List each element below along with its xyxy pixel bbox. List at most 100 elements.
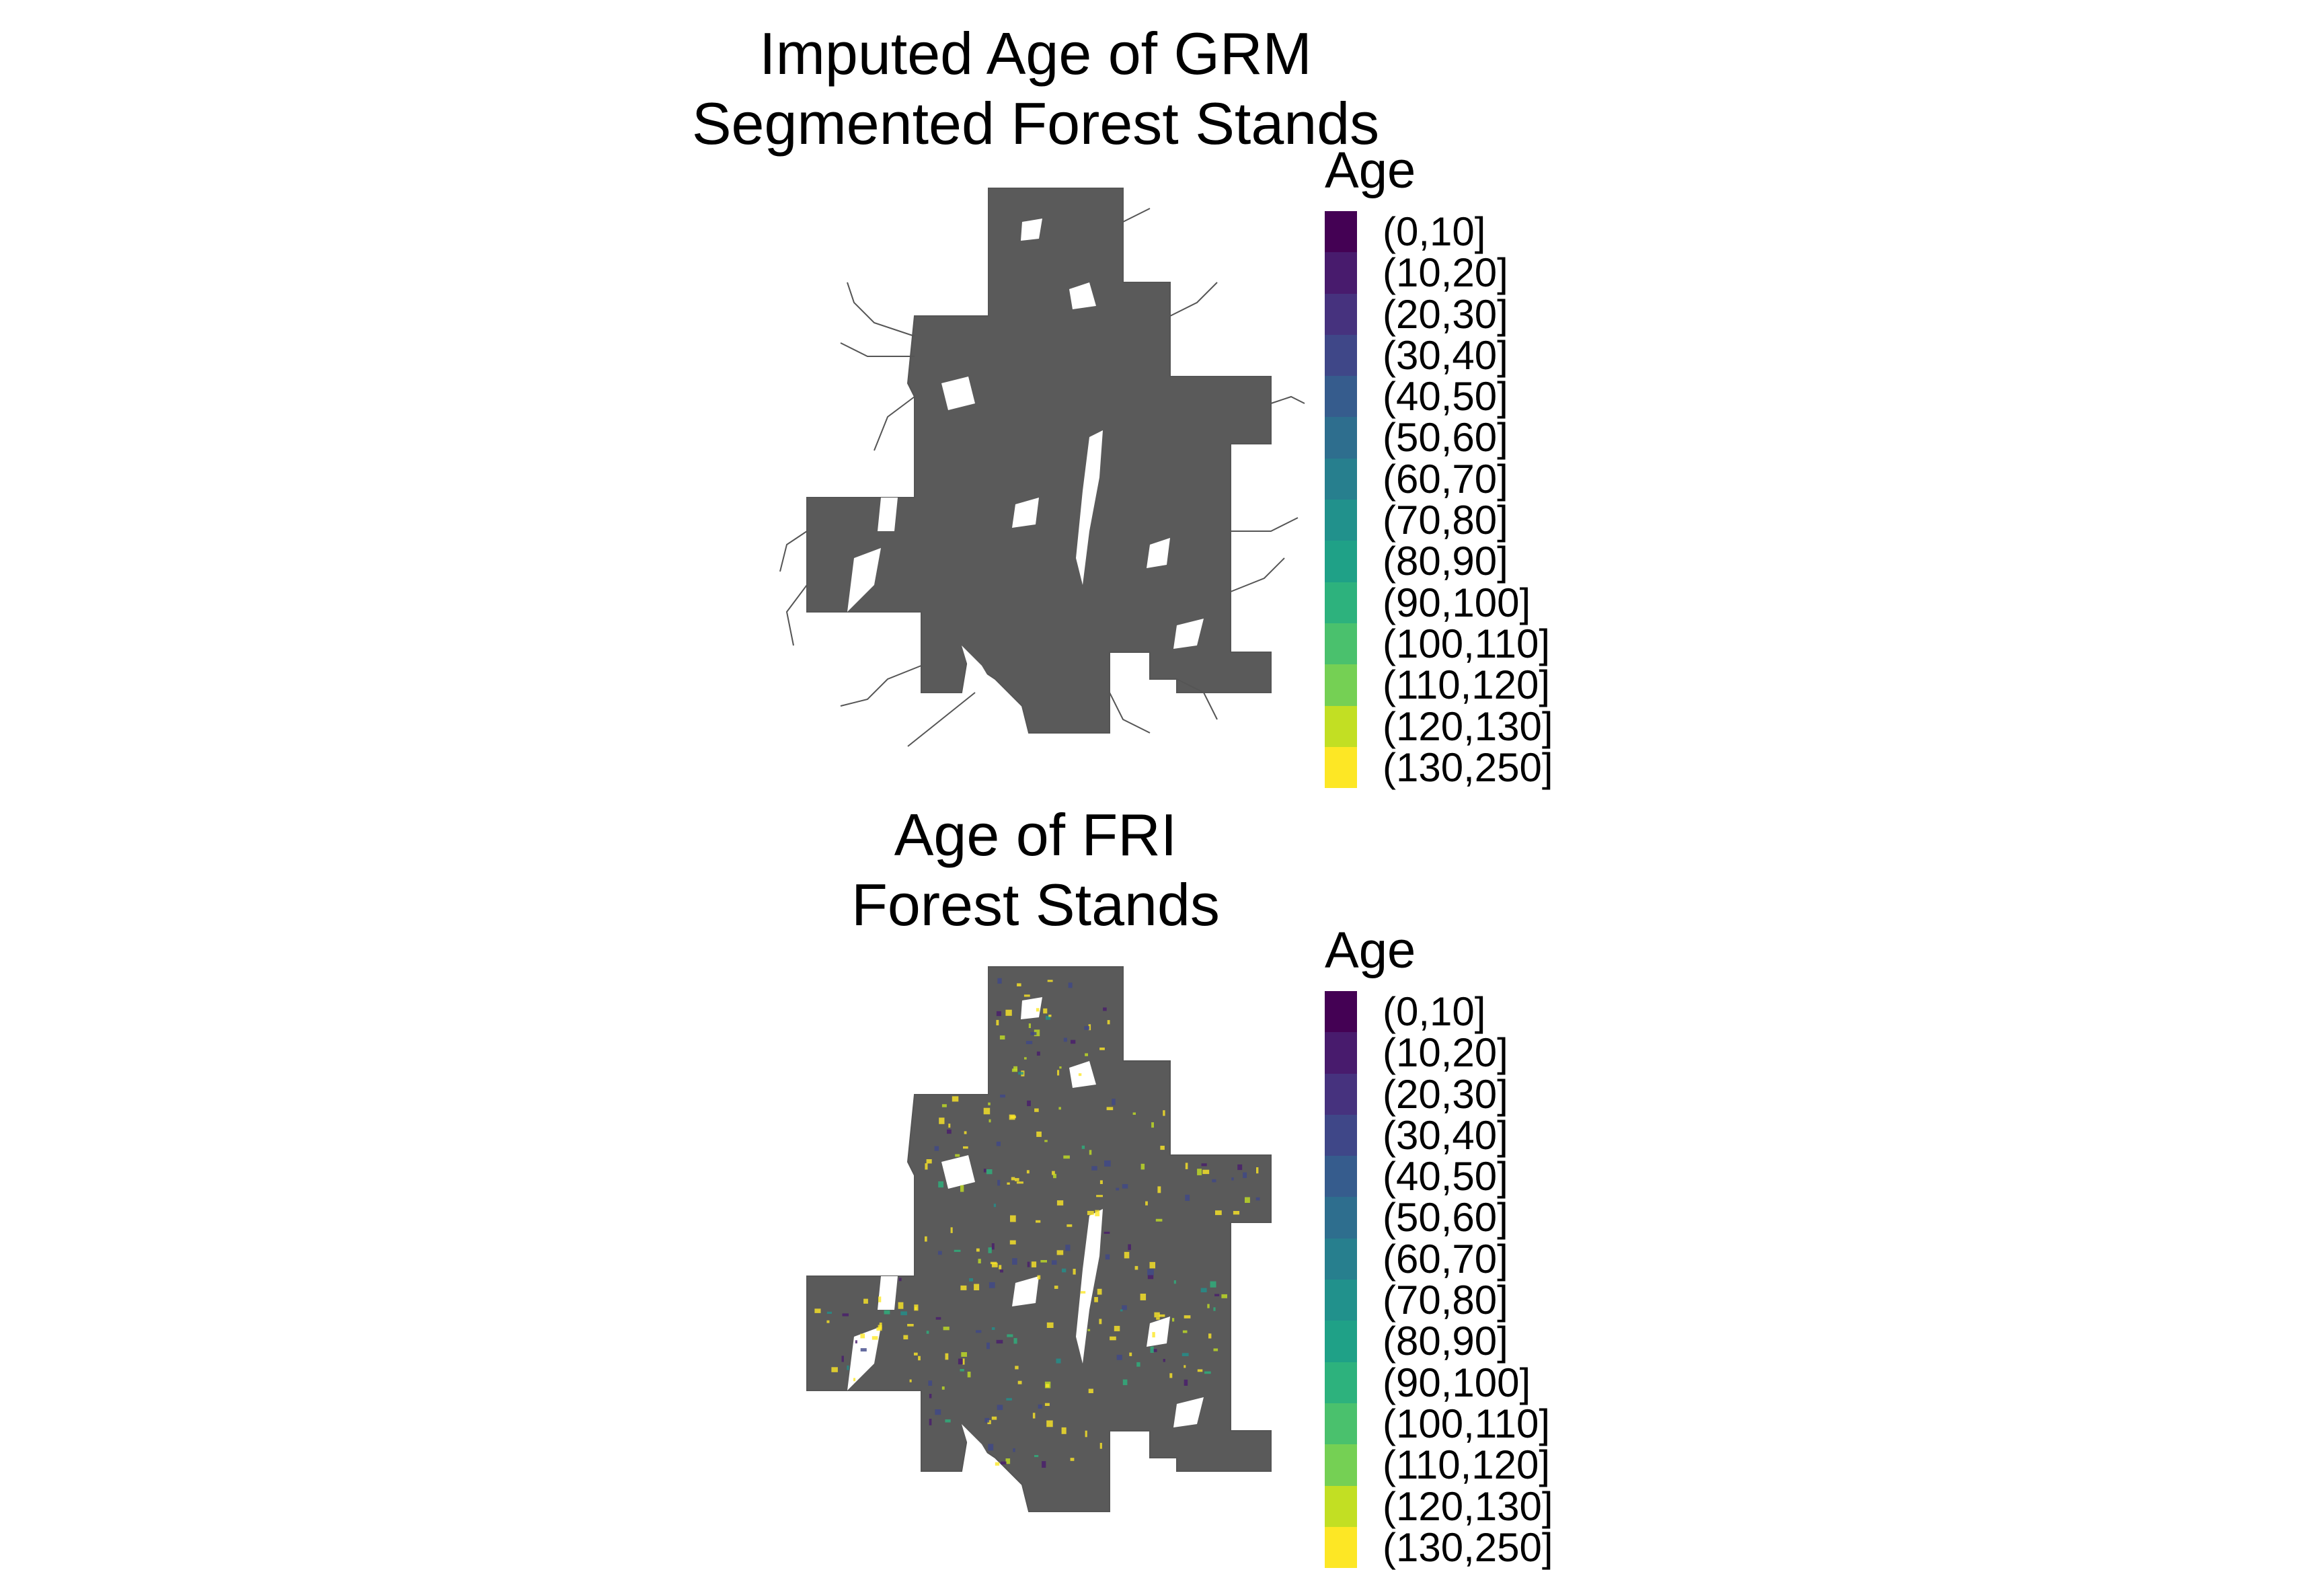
stand-patch xyxy=(1184,1315,1191,1319)
stand-patch xyxy=(991,1416,997,1420)
stand-patch xyxy=(964,1131,967,1134)
legend-swatch xyxy=(1325,376,1357,418)
legend-items: (0,10] (10,20] (20,30] (30,40] (40,50] (… xyxy=(1325,991,1553,1569)
stand-patch xyxy=(978,1259,981,1263)
legend-item: (120,130] xyxy=(1325,1485,1553,1527)
stand-patch xyxy=(1099,1442,1102,1449)
legend-item: (40,50] xyxy=(1325,376,1508,418)
stand-patch xyxy=(1087,1210,1094,1216)
stand-patch xyxy=(997,1179,1001,1186)
stand-patch xyxy=(1087,1329,1091,1331)
stand-patch xyxy=(1032,1413,1036,1419)
stand-patch xyxy=(907,1324,914,1327)
road-network-lines xyxy=(779,208,1305,747)
legend-label: (80,90] xyxy=(1383,1319,1508,1364)
stand-patch xyxy=(976,1248,980,1252)
legend-label: (100,110] xyxy=(1383,1401,1551,1446)
stand-patch xyxy=(1053,1173,1056,1179)
stand-patch xyxy=(1172,1318,1175,1322)
stand-patch xyxy=(988,1102,991,1105)
stand-patch xyxy=(1231,1177,1234,1181)
stand-patch xyxy=(1147,1275,1154,1280)
stand-patch xyxy=(935,1317,941,1320)
legend-swatch xyxy=(1325,1156,1357,1198)
legend-item: (100,110] xyxy=(1325,1403,1550,1445)
stand-patch xyxy=(934,1146,939,1151)
legend-item: (70,80] xyxy=(1325,500,1508,541)
stand-patch xyxy=(1185,1194,1190,1201)
stand-patch xyxy=(1157,1186,1161,1193)
stand-patch xyxy=(1034,1029,1040,1037)
stand-patch xyxy=(878,1325,882,1329)
stand-patch xyxy=(1255,1197,1260,1201)
stand-patch xyxy=(1129,1352,1132,1356)
stand-patch xyxy=(1120,1309,1123,1312)
legend-label: (50,60] xyxy=(1383,415,1508,461)
stand-patch xyxy=(1047,980,1053,982)
stand-patch xyxy=(1149,1261,1155,1269)
stand-patch xyxy=(952,1096,959,1102)
stand-patch xyxy=(960,1185,964,1192)
stand-patch xyxy=(1099,1048,1105,1050)
stand-patch xyxy=(1122,1379,1128,1386)
stand-patch xyxy=(943,1327,950,1331)
map-title-fri: Age of FRI Forest Stands xyxy=(578,800,1493,940)
stand-patch xyxy=(1099,1180,1103,1184)
legend-swatch xyxy=(1325,1362,1357,1403)
stand-patch xyxy=(1122,1184,1128,1189)
stand-patch xyxy=(925,1163,928,1170)
legend-label: (130,250] xyxy=(1383,1524,1553,1570)
legend-label: (60,70] xyxy=(1383,456,1508,502)
stand-patch xyxy=(1051,1260,1057,1265)
stand-patch xyxy=(1040,1260,1047,1263)
legend-title: Age xyxy=(1325,922,1416,979)
stand-patch xyxy=(988,1444,994,1451)
stand-patch xyxy=(1184,1365,1186,1368)
stand-patch xyxy=(1056,1200,1064,1206)
legend-item: (70,80] xyxy=(1325,1280,1508,1321)
stand-patch xyxy=(960,1369,964,1372)
stand-patch xyxy=(983,1107,991,1115)
stand-patch xyxy=(996,1019,999,1025)
legend-grm: Age (0,10] (10,20] (20,30] (30,40] (40,5… xyxy=(1325,143,1553,789)
stand-patch xyxy=(1001,1461,1007,1464)
stand-patch xyxy=(1202,1169,1210,1175)
stand-patch xyxy=(955,1154,960,1157)
stand-patch xyxy=(941,1386,945,1390)
stand-patch xyxy=(1182,1330,1188,1333)
stand-patch xyxy=(1214,1294,1220,1296)
stand-patch xyxy=(1015,1366,1019,1370)
stand-patch xyxy=(1013,1066,1017,1071)
stand-patch xyxy=(991,1327,995,1330)
stand-patch xyxy=(1080,1291,1086,1294)
legend-item: (40,50] xyxy=(1325,1156,1508,1198)
stand-patch xyxy=(1207,1304,1210,1308)
stand-patch xyxy=(1200,1288,1207,1292)
legend-item: (110,120] xyxy=(1325,1444,1550,1486)
stand-patch xyxy=(926,1159,932,1164)
legend-swatch xyxy=(1325,458,1357,500)
legend-item: (90,100] xyxy=(1325,1362,1531,1403)
stand-patch xyxy=(1150,1346,1154,1353)
legend-item: (80,90] xyxy=(1325,1321,1508,1362)
stand-patch xyxy=(999,1035,1005,1039)
legend-swatch xyxy=(1325,623,1357,665)
stand-patch xyxy=(1124,1251,1130,1259)
stand-patch xyxy=(1173,1280,1176,1284)
legend-label: (0,10] xyxy=(1383,989,1486,1034)
stand-patch xyxy=(1062,1268,1067,1273)
legend-swatch xyxy=(1325,664,1357,706)
map-title-line-2: Segmented Forest Stands xyxy=(691,90,1380,157)
forest-stands-map-grm xyxy=(779,188,1305,747)
stand-patch xyxy=(1026,1170,1030,1174)
legend-label: (90,100] xyxy=(1383,580,1531,625)
stand-patch xyxy=(1185,1163,1188,1169)
stand-patch xyxy=(1046,1015,1051,1020)
stand-patch xyxy=(1037,1275,1041,1280)
stand-patch xyxy=(1036,1051,1040,1056)
stand-patch xyxy=(1112,1099,1116,1105)
stand-patch xyxy=(1134,1265,1138,1270)
stand-patch xyxy=(1015,1178,1019,1181)
stand-patch xyxy=(945,1419,951,1423)
stand-patch xyxy=(996,1011,1001,1017)
